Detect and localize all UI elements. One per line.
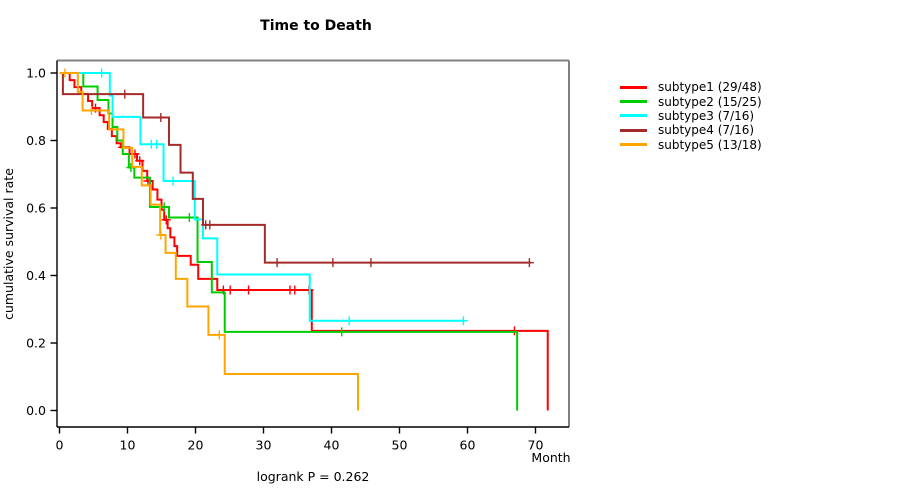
- x-tick-label: 10: [120, 438, 136, 453]
- curve-subtype3: [59, 72, 464, 322]
- legend-item-3: subtype3 (7/16): [620, 109, 762, 123]
- censor-plus-icon: [290, 285, 300, 295]
- legend: subtype1 (29/48) subtype2 (15/25) subtype3…: [620, 80, 762, 152]
- censor-marks-subtype1: [91, 103, 519, 336]
- x-tick-label: 20: [188, 438, 204, 453]
- censor-plus-icon: [184, 212, 194, 222]
- logrank-annotation: logrank P = 0.262: [257, 469, 370, 484]
- legend-line-swatch: [620, 85, 647, 89]
- chart-title: Time to Death: [260, 18, 372, 34]
- axes-layer: 0.0 0.2 0.4 0.6 0.8 1.0 0 10 20 30 40 50 60 70: [26, 59, 570, 453]
- censor-plus-icon: [161, 215, 171, 225]
- censor-plus-icon: [225, 285, 235, 295]
- legend-label: subtype5 (13/18): [658, 137, 762, 152]
- x-tick-label: 40: [324, 438, 340, 453]
- legend-line-swatch: [620, 143, 647, 147]
- censor-plus-icon: [509, 326, 519, 336]
- censor-plus-icon: [60, 68, 70, 78]
- curve-subtype4: [59, 72, 531, 264]
- legend-line-swatch: [620, 100, 647, 104]
- legend-item-4: subtype4 (7/16): [620, 123, 762, 137]
- censor-plus-icon: [86, 105, 96, 115]
- censor-plus-icon: [214, 330, 224, 340]
- curve-subtype1: [59, 72, 549, 411]
- censor-plus-icon: [524, 258, 534, 268]
- censor-marks-subtype2: [126, 163, 347, 337]
- censor-plus-icon: [156, 230, 166, 240]
- y-tick-label: 0.0: [26, 403, 46, 418]
- censor-plus-icon: [366, 258, 376, 268]
- censor-plus-icon: [244, 285, 254, 295]
- y-tick-label: 1.0: [26, 65, 46, 80]
- censor-plus-icon: [135, 156, 145, 166]
- censor-plus-icon: [205, 220, 215, 230]
- y-tick-label: 0.4: [26, 268, 46, 283]
- x-tick-label: 50: [392, 438, 408, 453]
- censor-plus-icon: [458, 316, 468, 326]
- x-tick-label: 30: [256, 438, 272, 453]
- censor-plus-icon: [344, 316, 354, 326]
- legend-line-swatch: [620, 128, 647, 132]
- censor-marks-subtype4: [120, 89, 534, 268]
- x-tick-label: 0: [56, 438, 64, 453]
- y-axis-label: cumulative survival rate: [1, 168, 16, 320]
- legend-line-swatch: [620, 114, 647, 118]
- x-axis-label: Month: [531, 450, 570, 465]
- x-tick-label: 60: [460, 438, 476, 453]
- legend-item-5: subtype5 (13/18): [620, 138, 762, 152]
- legend-label: subtype2 (15/25): [658, 94, 762, 109]
- censor-marks-subtype5: [60, 68, 224, 340]
- curve-subtype2: [59, 72, 519, 411]
- censor-plus-icon: [152, 139, 162, 149]
- censor-plus-icon: [168, 176, 178, 186]
- y-tick-label: 0.6: [26, 200, 46, 215]
- censor-marks-subtype3: [97, 68, 468, 326]
- curve-subtype5: [59, 72, 360, 411]
- legend-label: subtype4 (7/16): [658, 123, 755, 138]
- curves-layer: [59, 68, 549, 411]
- censor-plus-icon: [337, 327, 347, 337]
- legend-item-2: subtype2 (15/25): [620, 94, 762, 109]
- legend-label: subtype1 (29/48): [658, 80, 762, 95]
- censor-plus-icon: [328, 258, 338, 268]
- y-tick-label: 0.8: [26, 133, 46, 148]
- censor-plus-icon: [156, 113, 166, 123]
- legend-label: subtype3 (7/16): [658, 108, 755, 123]
- censor-plus-icon: [272, 258, 282, 268]
- censor-plus-icon: [159, 202, 169, 212]
- censor-plus-icon: [120, 89, 130, 99]
- censor-plus-icon: [97, 68, 107, 78]
- legend-item-1: subtype1 (29/48): [620, 80, 762, 94]
- y-tick-label: 0.2: [26, 335, 46, 350]
- x-tick-label: 70: [528, 438, 544, 453]
